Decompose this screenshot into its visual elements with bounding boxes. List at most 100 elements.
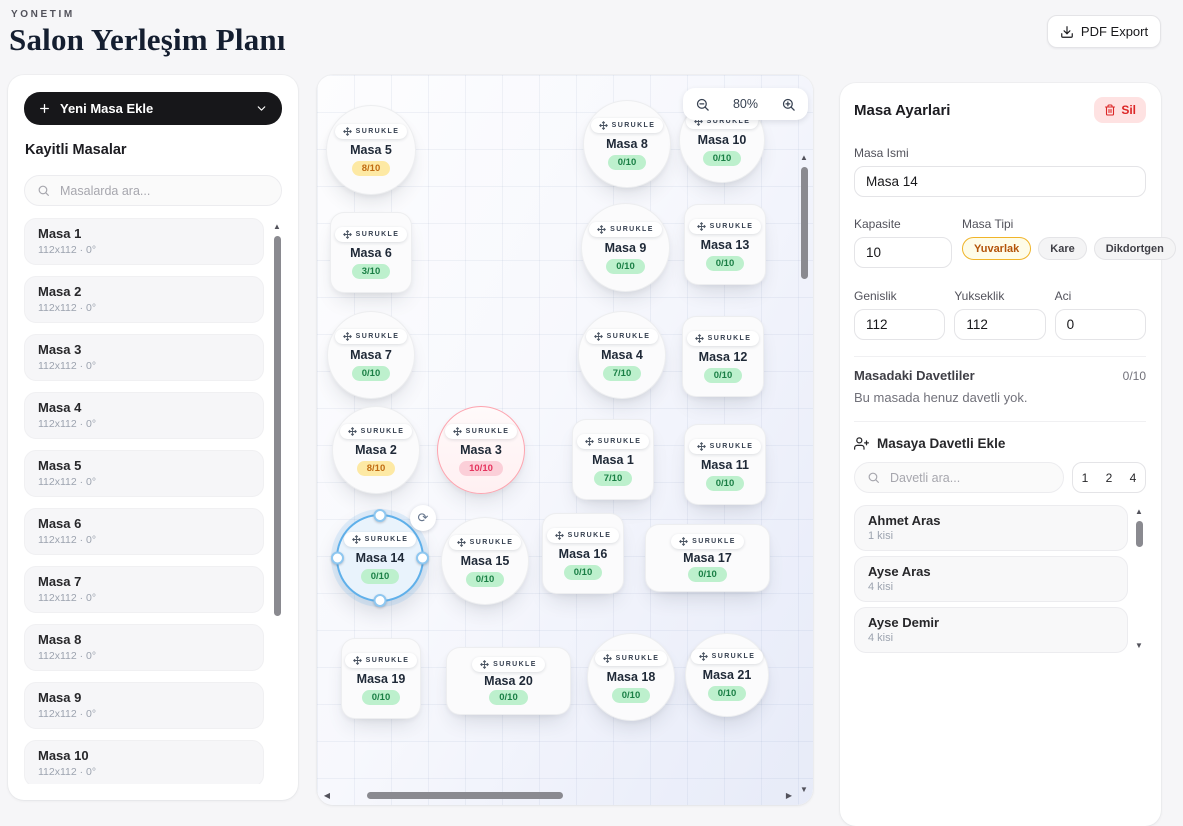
table-type-yuvarlak[interactable]: Yuvarlak [962, 237, 1032, 260]
canvas-table-masa-2[interactable]: SURUKLE Masa 2 8/10 [332, 406, 420, 494]
scrollbar-track[interactable] [1135, 517, 1143, 641]
canvas-table-masa-15[interactable]: SURUKLE Masa 15 0/10 [441, 517, 529, 605]
drag-handle[interactable]: SURUKLE [334, 124, 408, 139]
rotate-handle-icon[interactable]: ⟳ [410, 505, 436, 531]
drag-handle[interactable]: SURUKLE [344, 652, 418, 668]
scroll-down-arrow[interactable]: ▼ [1135, 641, 1143, 650]
table-name-input[interactable] [854, 166, 1146, 197]
drag-handle[interactable]: SURUKLE [589, 221, 662, 237]
canvas-table-masa-11[interactable]: SURUKLE Masa 11 0/10 [684, 424, 766, 505]
scrollbar-track[interactable] [800, 163, 808, 785]
drag-handle[interactable]: SURUKLE [594, 651, 668, 666]
add-table-button[interactable]: Yeni Masa Ekle [24, 92, 282, 125]
drag-handle[interactable]: SURUKLE [585, 329, 659, 344]
table-list-item-masa-9[interactable]: Masa 9 112x112 · 0° [24, 682, 264, 729]
canvas-table-masa-20[interactable]: SURUKLE Masa 20 0/10 [446, 647, 571, 715]
drag-handle[interactable]: SURUKLE [448, 535, 522, 550]
page-size-option-4[interactable]: 4 [1129, 470, 1137, 485]
drag-handle[interactable]: SURUKLE [334, 226, 408, 242]
floor-plan-canvas[interactable]: SURUKLE Masa 5 8/10 SURUKLE Masa 8 0/10 SURUKL… [317, 75, 813, 805]
canvas-table-masa-9[interactable]: SURUKLE Masa 9 0/10 [581, 203, 670, 292]
canvas-table-masa-6[interactable]: SURUKLE Masa 6 3/10 [330, 212, 412, 293]
guest-search-input[interactable] [888, 469, 1051, 486]
table-list-item-masa-2[interactable]: Masa 2 112x112 · 0° [24, 276, 264, 323]
drag-handle[interactable]: SURUKLE [690, 649, 764, 664]
scrollbar-thumb[interactable] [367, 791, 563, 799]
canvas-table-masa-12[interactable]: SURUKLE Masa 12 0/10 [682, 316, 764, 397]
canvas-table-masa-1[interactable]: SURUKLE Masa 1 7/10 [572, 419, 654, 500]
page-size-option-2[interactable]: 2 [1105, 470, 1113, 485]
table-list-item-masa-5[interactable]: Masa 5 112x112 · 0° [24, 450, 264, 497]
scroll-down-arrow[interactable]: ▼ [800, 785, 808, 794]
drag-label: SURUKLE [611, 122, 656, 129]
canvas-table-masa-7[interactable]: SURUKLE Masa 7 0/10 [327, 311, 415, 399]
scrollbar-track[interactable] [273, 232, 281, 826]
drag-handle[interactable]: SURUKLE [546, 527, 620, 543]
resize-handle-e[interactable] [416, 551, 429, 565]
zoom-out-button[interactable] [695, 97, 710, 112]
guest-item-ahmet-aras[interactable]: Ahmet Aras 1 kisi [854, 505, 1128, 551]
resize-handle-w[interactable] [331, 551, 344, 565]
canvas-table-masa-18[interactable]: SURUKLE Masa 18 0/10 [587, 633, 675, 721]
table-list-item-masa-6[interactable]: Masa 6 112x112 · 0° [24, 508, 264, 555]
zoom-in-button[interactable] [781, 97, 796, 112]
scrollbar-thumb[interactable] [1135, 521, 1143, 547]
scroll-right-arrow[interactable]: ▶ [785, 790, 793, 800]
drag-handle[interactable]: SURUKLE [444, 424, 518, 439]
table-list-item-masa-3[interactable]: Masa 3 112x112 · 0° [24, 334, 264, 381]
drag-handle[interactable]: SURUKLE [686, 330, 760, 346]
canvas-table-masa-13[interactable]: SURUKLE Masa 13 0/10 [684, 204, 766, 285]
occupancy-badge: 0/10 [606, 258, 645, 274]
resize-handle-s[interactable] [373, 594, 387, 607]
scrollbar-thumb[interactable] [273, 236, 281, 616]
page-size-option-1[interactable]: 1 [1081, 470, 1089, 485]
scrollbar-track[interactable] [333, 791, 783, 799]
pdf-export-button[interactable]: PDF Export [1047, 15, 1161, 48]
drag-handle[interactable]: SURUKLE [576, 433, 650, 449]
canvas-table-masa-19[interactable]: SURUKLE Masa 19 0/10 [341, 638, 421, 719]
scrollbar-thumb[interactable] [800, 167, 808, 279]
table-list-item-masa-1[interactable]: Masa 1 112x112 · 0° [24, 218, 264, 265]
drag-handle[interactable]: SURUKLE [472, 657, 545, 672]
canvas-table-masa-21[interactable]: SURUKLE Masa 21 0/10 [685, 633, 769, 717]
delete-table-button[interactable]: Sil [1094, 97, 1146, 123]
capacity-input[interactable] [854, 237, 952, 268]
guest-item-ayse-aras[interactable]: Ayse Aras 4 kisi [854, 556, 1128, 602]
scroll-up-arrow[interactable]: ▲ [273, 222, 281, 231]
scroll-up-arrow[interactable]: ▲ [800, 153, 808, 162]
drag-handle[interactable]: SURUKLE [688, 438, 762, 454]
scroll-left-arrow[interactable]: ◀ [323, 790, 331, 800]
drag-handle[interactable]: SURUKLE [688, 218, 762, 234]
canvas-table-masa-3[interactable]: SURUKLE Masa 3 10/10 [437, 406, 525, 494]
drag-handle[interactable]: SURUKLE [671, 534, 744, 549]
canvas-grid[interactable]: SURUKLE Masa 5 8/10 SURUKLE Masa 8 0/10 SURUKL… [317, 75, 813, 805]
canvas-table-masa-16[interactable]: SURUKLE Masa 16 0/10 [542, 513, 624, 594]
height-input[interactable] [954, 309, 1046, 340]
table-list-item-masa-10[interactable]: Masa 10 112x112 · 0° [24, 740, 264, 784]
move-icon [696, 221, 706, 231]
table-type-dikdortgen[interactable]: Dikdortgen [1093, 237, 1176, 260]
table-name: Masa 2 [355, 443, 397, 457]
guest-item-ayse-demir[interactable]: Ayse Demir 4 kisi [854, 607, 1128, 653]
canvas-table-masa-17[interactable]: SURUKLE Masa 17 0/10 [645, 524, 770, 592]
table-list-item-masa-8[interactable]: Masa 8 112x112 · 0° [24, 624, 264, 671]
resize-handle-n[interactable] [373, 509, 387, 522]
occupancy-badge: 7/10 [593, 470, 633, 486]
canvas-table-masa-4[interactable]: SURUKLE Masa 4 7/10 [578, 311, 666, 399]
table-type-kare[interactable]: Kare [1038, 237, 1087, 260]
table-list-item-masa-4[interactable]: Masa 4 112x112 · 0° [24, 392, 264, 439]
canvas-table-masa-8[interactable]: SURUKLE Masa 8 0/10 [583, 100, 671, 188]
table-search-input[interactable] [58, 182, 269, 199]
drag-handle[interactable]: SURUKLE [590, 118, 664, 133]
table-list-item-masa-7[interactable]: Masa 7 112x112 · 0° [24, 566, 264, 613]
width-input[interactable] [854, 309, 946, 340]
canvas-table-masa-14[interactable]: SURUKLE Masa 14 0/10 ⟳ [331, 505, 436, 607]
drag-handle[interactable]: SURUKLE [339, 424, 413, 439]
scroll-up-arrow[interactable]: ▲ [1135, 507, 1143, 516]
drag-handle[interactable]: SURUKLE [334, 329, 408, 344]
drag-handle[interactable]: SURUKLE [343, 532, 417, 547]
angle-input[interactable] [1054, 309, 1146, 340]
chevron-down-icon [255, 102, 268, 115]
canvas-table-masa-5[interactable]: SURUKLE Masa 5 8/10 [326, 105, 416, 195]
